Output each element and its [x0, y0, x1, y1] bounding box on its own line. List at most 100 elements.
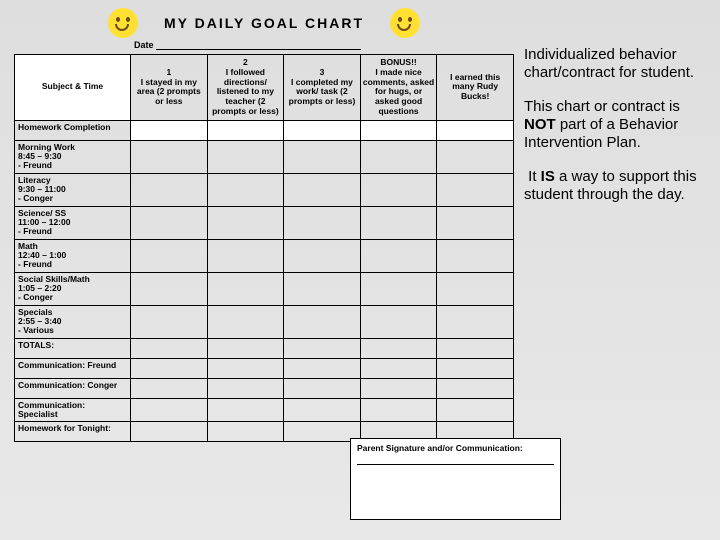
cell[interactable]	[207, 272, 284, 305]
note-1: Individualized behavior chart/contract f…	[524, 46, 710, 82]
row-label: Math 12:40 – 1:00 - Freund	[15, 239, 131, 272]
cell[interactable]	[284, 378, 361, 398]
col-bonus: BONUS!!I made nice comments, asked for h…	[360, 55, 437, 121]
cell[interactable]	[360, 378, 437, 398]
table-row: TOTALS:	[15, 338, 514, 358]
signature-line[interactable]	[357, 455, 554, 465]
cell[interactable]	[131, 305, 208, 338]
row-label: Social Skills/Math 1:05 – 2:20 - Conger	[15, 272, 131, 305]
cell[interactable]	[284, 173, 361, 206]
cell[interactable]	[207, 305, 284, 338]
cell[interactable]	[207, 239, 284, 272]
table-row: Math 12:40 – 1:00 - Freund	[15, 239, 514, 272]
row-label: Morning Work 8:45 – 9:30 - Freund	[15, 140, 131, 173]
table-row: Science/ SS 11:00 – 12:00 - Freund	[15, 206, 514, 239]
cell[interactable]	[131, 358, 208, 378]
cell[interactable]	[207, 378, 284, 398]
cell[interactable]	[131, 239, 208, 272]
row-label: Literacy 9:30 – 11:00 - Conger	[15, 173, 131, 206]
cell[interactable]	[207, 358, 284, 378]
cell[interactable]	[207, 140, 284, 173]
cell[interactable]	[284, 239, 361, 272]
note-2: This chart or contract is NOT part of a …	[524, 98, 710, 152]
cell[interactable]	[131, 422, 208, 442]
header-row: Subject & Time 1I stayed in my area (2 p…	[15, 55, 514, 121]
cell[interactable]	[207, 120, 284, 140]
col-subject: Subject & Time	[15, 55, 131, 121]
cell[interactable]	[284, 398, 361, 422]
cell[interactable]	[437, 358, 514, 378]
cell[interactable]	[437, 305, 514, 338]
date-label: Date	[134, 40, 154, 50]
cell[interactable]	[207, 338, 284, 358]
parent-signature-box[interactable]: Parent Signature and/or Communication:	[350, 438, 561, 520]
cell[interactable]	[284, 272, 361, 305]
cell[interactable]	[360, 358, 437, 378]
goal-chart: MY DAILY GOAL CHART Date Subject & Time …	[14, 8, 514, 442]
cell[interactable]	[131, 398, 208, 422]
cell[interactable]	[437, 398, 514, 422]
chart-title: MY DAILY GOAL CHART	[164, 15, 364, 31]
cell[interactable]	[360, 338, 437, 358]
cell[interactable]	[131, 120, 208, 140]
cell[interactable]	[437, 239, 514, 272]
cell[interactable]	[284, 305, 361, 338]
cell[interactable]	[131, 338, 208, 358]
col-1: 1I stayed in my area (2 prompts or less	[131, 55, 208, 121]
side-notes: Individualized behavior chart/contract f…	[524, 46, 710, 220]
table-row: Morning Work 8:45 – 9:30 - Freund	[15, 140, 514, 173]
table-row: Communication: Conger	[15, 378, 514, 398]
row-label: Communication: Freund	[15, 358, 131, 378]
cell[interactable]	[360, 173, 437, 206]
cell[interactable]	[437, 378, 514, 398]
col-3: 3I completed my work/ task (2 prompts or…	[284, 55, 361, 121]
cell[interactable]	[284, 358, 361, 378]
cell[interactable]	[360, 140, 437, 173]
cell[interactable]	[437, 120, 514, 140]
cell[interactable]	[131, 140, 208, 173]
cell[interactable]	[360, 272, 437, 305]
cell[interactable]	[284, 338, 361, 358]
cell[interactable]	[284, 422, 361, 442]
signature-label: Parent Signature and/or Communication:	[357, 443, 523, 453]
table-row: Social Skills/Math 1:05 – 2:20 - Conger	[15, 272, 514, 305]
cell[interactable]	[131, 206, 208, 239]
table-row: Specials 2:55 – 3:40 - Various	[15, 305, 514, 338]
cell[interactable]	[131, 378, 208, 398]
cell[interactable]	[131, 173, 208, 206]
col-earned: I earned this many Rudy Bucks!	[437, 55, 514, 121]
cell[interactable]	[207, 206, 284, 239]
cell[interactable]	[284, 120, 361, 140]
cell[interactable]	[437, 338, 514, 358]
cell[interactable]	[360, 206, 437, 239]
date-row: Date	[134, 40, 514, 50]
cell[interactable]	[284, 140, 361, 173]
goal-table: Subject & Time 1I stayed in my area (2 p…	[14, 54, 514, 442]
row-label: Homework Completion	[15, 120, 131, 140]
date-blank-line[interactable]	[156, 49, 361, 50]
table-row: Communication: Specialist	[15, 398, 514, 422]
table-row: Literacy 9:30 – 11:00 - Conger	[15, 173, 514, 206]
cell[interactable]	[207, 422, 284, 442]
smiley-icon	[108, 8, 138, 38]
table-row: Homework Completion	[15, 120, 514, 140]
cell[interactable]	[437, 173, 514, 206]
row-label: Specials 2:55 – 3:40 - Various	[15, 305, 131, 338]
cell[interactable]	[207, 173, 284, 206]
note-3: It IS a way to support this student thro…	[524, 168, 710, 204]
cell[interactable]	[284, 206, 361, 239]
row-label: Science/ SS 11:00 – 12:00 - Freund	[15, 206, 131, 239]
cell[interactable]	[360, 120, 437, 140]
row-label: Communication: Specialist	[15, 398, 131, 422]
cell[interactable]	[207, 398, 284, 422]
cell[interactable]	[360, 305, 437, 338]
cell[interactable]	[360, 398, 437, 422]
cell[interactable]	[437, 206, 514, 239]
row-label: Homework for Tonight:	[15, 422, 131, 442]
cell[interactable]	[360, 239, 437, 272]
cell[interactable]	[131, 272, 208, 305]
smiley-icon	[390, 8, 420, 38]
col-2: 2I followed directions/ listened to my t…	[207, 55, 284, 121]
cell[interactable]	[437, 272, 514, 305]
cell[interactable]	[437, 140, 514, 173]
